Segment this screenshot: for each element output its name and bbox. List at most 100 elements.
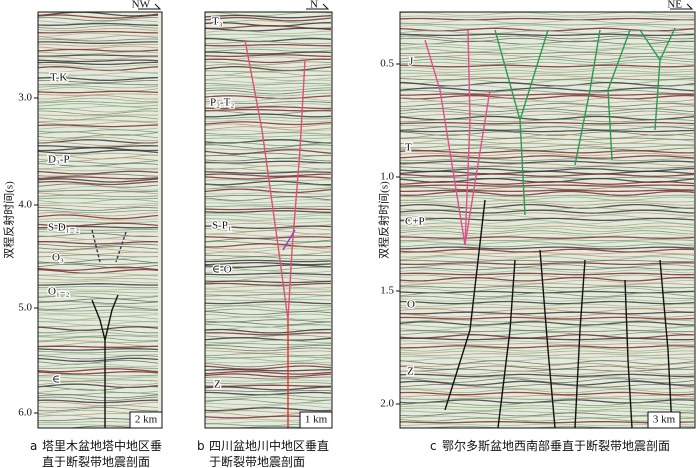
- reflector: [400, 225, 695, 229]
- reflector: [400, 61, 695, 65]
- reflector: [38, 366, 159, 369]
- faults: [91, 27, 676, 428]
- reflector: [38, 72, 159, 76]
- reflector: [205, 202, 332, 206]
- reflector: [38, 30, 159, 34]
- reflector: [205, 282, 331, 286]
- reflector: [38, 69, 159, 74]
- reflector: [205, 97, 332, 102]
- reflector: [205, 384, 332, 388]
- reflector: [205, 58, 332, 64]
- reflector: [400, 176, 695, 179]
- reflector: [38, 173, 159, 177]
- reflector: [38, 61, 158, 66]
- reflector: [205, 129, 332, 133]
- stratum-label: Z: [214, 379, 221, 391]
- reflector: [205, 92, 332, 97]
- reflector: [400, 133, 695, 139]
- reflector: [400, 383, 695, 388]
- reflector: [400, 45, 695, 50]
- reflector: [400, 410, 695, 414]
- reflector: [400, 138, 695, 144]
- reflector: [205, 135, 332, 138]
- reflector: [205, 220, 332, 224]
- reflector: [205, 85, 332, 89]
- reflector: [38, 149, 159, 155]
- reflector: [38, 93, 159, 96]
- frames: [37, 11, 696, 429]
- reflector: [400, 66, 695, 71]
- reflector: [400, 417, 695, 422]
- reflector: [205, 230, 332, 235]
- reflector: [205, 362, 332, 368]
- scale-box: [299, 411, 333, 429]
- reflector: [205, 175, 332, 180]
- reflector: [38, 251, 159, 255]
- reflector: [38, 371, 159, 375]
- reflector: [400, 48, 695, 53]
- reflector: [38, 319, 159, 322]
- reflector: [205, 192, 331, 195]
- reflector: [38, 97, 159, 102]
- tick-label: 5.0: [18, 302, 32, 314]
- reflector: [38, 178, 159, 183]
- reflector: [38, 383, 159, 389]
- reflector: [400, 196, 695, 201]
- reflector: [400, 373, 695, 378]
- reflector: [400, 345, 695, 349]
- reflector: [400, 173, 695, 177]
- reflector: [400, 118, 695, 123]
- reflector: [205, 248, 332, 253]
- reflector: [205, 205, 332, 208]
- reflector: [205, 46, 332, 49]
- reflector: [38, 266, 159, 272]
- reflector: [38, 202, 159, 205]
- reflector: [205, 275, 332, 278]
- reflector: [38, 262, 159, 265]
- reflector: [205, 167, 332, 173]
- reflector: [205, 291, 331, 294]
- reflector: [400, 243, 695, 248]
- reflector: [205, 132, 332, 135]
- seismic-b: [205, 12, 332, 428]
- reflector: [38, 134, 159, 139]
- reflector: [205, 65, 332, 72]
- reflector: [38, 59, 159, 63]
- reflector: [400, 388, 695, 394]
- reflector: [38, 376, 159, 380]
- reflector: [205, 126, 332, 131]
- reflector: [205, 373, 332, 378]
- reflector: [205, 171, 332, 174]
- reflector: [400, 152, 694, 156]
- reflector: [38, 90, 159, 94]
- reflector: [38, 324, 159, 328]
- reflector: [38, 163, 159, 167]
- reflector: [205, 243, 332, 248]
- reflector: [38, 225, 159, 229]
- reflector: [400, 272, 695, 276]
- direction-arrow: [670, 3, 694, 10]
- reflector: [38, 180, 159, 186]
- reflector: [205, 269, 332, 274]
- reflector: [205, 361, 332, 364]
- reflector: [205, 295, 332, 300]
- reflector: [400, 181, 695, 185]
- reflector: [205, 246, 332, 250]
- reflector: [400, 256, 695, 261]
- reflector: [400, 308, 695, 313]
- reflector: [205, 261, 332, 266]
- reflector: [400, 407, 695, 411]
- stratum-label: P₂-T₂: [210, 97, 234, 109]
- direction-arrow: [138, 3, 162, 10]
- reflector: [205, 70, 332, 73]
- reflector: [38, 280, 158, 284]
- reflector: [205, 173, 331, 177]
- reflector: [400, 269, 694, 274]
- reflector: [205, 79, 332, 84]
- reflector: [38, 107, 159, 113]
- stratum-label: ∈: [52, 374, 60, 386]
- reflector: [205, 142, 332, 147]
- reflector: [400, 227, 695, 233]
- reflector: [205, 89, 332, 95]
- reflector: [400, 217, 695, 222]
